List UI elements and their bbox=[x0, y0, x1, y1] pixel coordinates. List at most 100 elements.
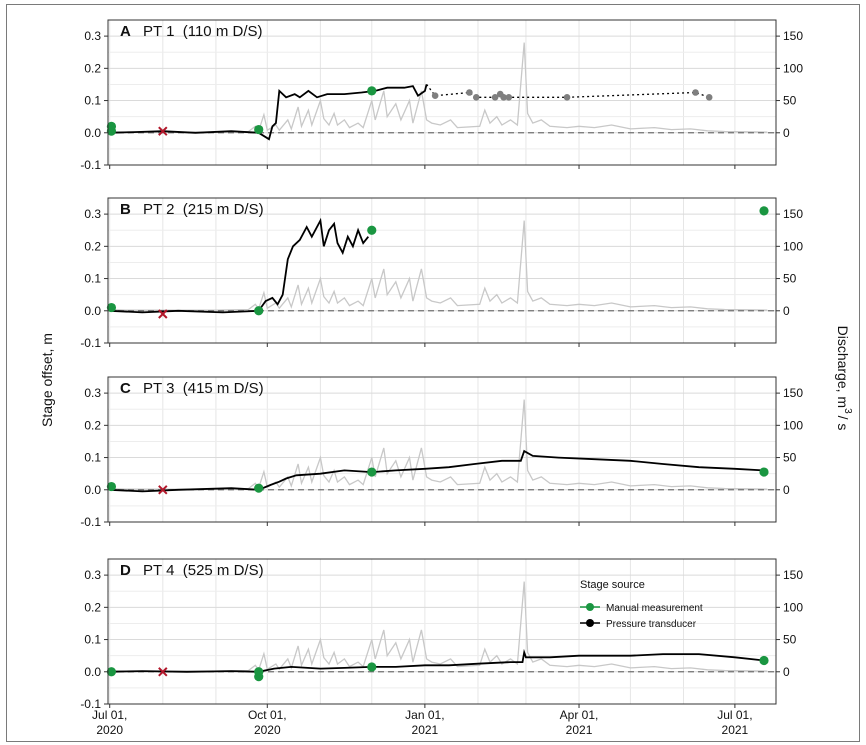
excluded-stroke bbox=[158, 309, 168, 319]
y-tick-label: 0.3 bbox=[84, 207, 101, 221]
x-tick-label-year: 2020 bbox=[254, 723, 281, 737]
y-tick-label: 0.0 bbox=[84, 483, 101, 497]
discharge-line bbox=[107, 220, 768, 311]
y2-tick-label: 50 bbox=[783, 633, 797, 647]
manual-measurement-point bbox=[367, 225, 377, 235]
manual-measurement-point bbox=[106, 667, 117, 677]
legend: Stage source Manual measurement Pressure t… bbox=[580, 579, 703, 630]
manual-measurement-point bbox=[759, 655, 769, 666]
plot-area bbox=[108, 559, 776, 704]
x-tick-label-year: 2020 bbox=[96, 723, 123, 737]
gap-point bbox=[431, 92, 439, 100]
excluded-marker bbox=[158, 485, 168, 495]
excluded-marker bbox=[158, 309, 168, 319]
y2-tick-label: 150 bbox=[783, 386, 803, 400]
y-tick-label: 0.2 bbox=[84, 600, 101, 614]
y2-tick-label: 0 bbox=[783, 304, 790, 318]
legend-label: Pressure transducer bbox=[606, 619, 697, 630]
y2-axis-title-sup: 3 bbox=[842, 408, 853, 414]
panel-letter: C bbox=[120, 380, 131, 397]
gap-point bbox=[472, 94, 480, 101]
x-tick-label: Oct 01, bbox=[248, 708, 287, 722]
excluded-marker bbox=[158, 126, 168, 136]
y-tick-label: 0.2 bbox=[84, 61, 101, 75]
plot-area bbox=[108, 377, 776, 522]
x-tick-label-year: 2021 bbox=[566, 723, 593, 737]
discharge-line bbox=[107, 42, 768, 133]
discharge-line bbox=[107, 399, 768, 490]
gap-point bbox=[705, 94, 713, 101]
manual-measurement-point bbox=[254, 483, 264, 493]
y-tick-label: 0.1 bbox=[84, 94, 101, 108]
manual-measurement-point bbox=[254, 124, 264, 135]
plot-border bbox=[107, 19, 777, 166]
y-tick-label: 0.0 bbox=[84, 126, 101, 140]
y-tick-label: 0.1 bbox=[84, 451, 101, 465]
x-tick-label: Jan 01, bbox=[405, 708, 444, 722]
y-tick-label: 0.3 bbox=[84, 568, 101, 582]
legend-swatch-point bbox=[586, 603, 594, 611]
panel-title: PT 4 (525 m D/S) bbox=[143, 562, 264, 579]
x-tick-label: Jul 01, bbox=[717, 708, 752, 722]
discharge-line bbox=[107, 581, 768, 672]
y2-tick-label: 100 bbox=[783, 600, 803, 614]
figure-frame bbox=[6, 4, 860, 742]
panel-a: 0.3 0.2 0.1 0.0 -0.1 150 100 50 0 A PT 1 (110 m D/… bbox=[80, 19, 803, 172]
plot-area bbox=[108, 198, 776, 343]
y-axis-title: Stage offset, m bbox=[39, 333, 55, 427]
plot-border bbox=[107, 197, 777, 344]
manual-measurement-point bbox=[759, 206, 769, 216]
y-tick-label: -0.1 bbox=[80, 158, 101, 172]
panel-b: 0.3 0.2 0.1 0.0 -0.1 150 100 50 0 B PT 2 (215 m D/… bbox=[80, 197, 803, 350]
panel-title: PT 1 (110 m D/S) bbox=[143, 23, 262, 40]
y-tick-label: -0.1 bbox=[80, 697, 101, 711]
y2-tick-label: 0 bbox=[783, 126, 790, 140]
panel-letter: B bbox=[120, 201, 131, 218]
panel-letter: A bbox=[120, 23, 131, 40]
y-tick-label: -0.1 bbox=[80, 336, 101, 350]
y-tick-label: 0.0 bbox=[84, 665, 101, 679]
y-tick-label: -0.1 bbox=[80, 515, 101, 529]
manual-measurement-point bbox=[367, 662, 377, 672]
y-tick-label: 0.0 bbox=[84, 304, 101, 318]
y2-axis-title-main: Discharge, m bbox=[835, 326, 851, 408]
y2-tick-label: 150 bbox=[783, 568, 803, 582]
legend-label: Manual measurement bbox=[606, 603, 703, 614]
x-tick-label: Jul 01, bbox=[92, 708, 127, 722]
manual-measurement-point bbox=[106, 302, 117, 313]
y-tick-label: 0.2 bbox=[84, 239, 101, 253]
manual-measurement-point bbox=[367, 467, 377, 477]
gap-point bbox=[505, 94, 513, 101]
excluded-stroke bbox=[158, 667, 168, 677]
y2-axis-title-unit: / s bbox=[835, 416, 851, 431]
y2-tick-label: 50 bbox=[783, 451, 797, 465]
manual-measurement-point bbox=[367, 86, 377, 96]
y2-tick-label: 100 bbox=[783, 239, 803, 253]
plot-area bbox=[108, 20, 776, 165]
manual-measurement-point bbox=[759, 467, 769, 477]
legend-title: Stage source bbox=[580, 579, 645, 591]
panel-letter: D bbox=[120, 562, 131, 579]
panel-c: 0.3 0.2 0.1 0.0 -0.1 150 100 50 0 C PT 3 (415 m D/… bbox=[80, 376, 803, 529]
manual-measurement-point bbox=[106, 126, 117, 136]
legend-swatch-point bbox=[586, 619, 594, 627]
gap-point bbox=[692, 89, 699, 96]
y2-tick-label: 0 bbox=[783, 483, 790, 497]
gap-point bbox=[491, 94, 499, 101]
x-tick-label-year: 2021 bbox=[412, 723, 439, 737]
panel-title: PT 2 (215 m D/S) bbox=[143, 201, 264, 218]
panel-title: PT 3 (415 m D/S) bbox=[143, 380, 264, 397]
y2-tick-label: 100 bbox=[783, 61, 803, 75]
y-tick-label: 0.1 bbox=[84, 272, 101, 286]
gap-point bbox=[563, 94, 571, 101]
panel-d: 0.3 0.2 0.1 0.0 -0.1 150 100 50 0 D PT 4 (525 m D/… bbox=[80, 558, 803, 711]
y-tick-label: 0.2 bbox=[84, 418, 101, 432]
y-tick-label: 0.3 bbox=[84, 29, 101, 43]
y2-tick-label: 150 bbox=[783, 29, 803, 43]
y2-tick-label: 50 bbox=[783, 272, 797, 286]
y2-axis-title: Discharge, m3 / s bbox=[835, 326, 853, 431]
plot-border bbox=[107, 376, 777, 523]
y-tick-label: 0.1 bbox=[84, 633, 101, 647]
gap-point bbox=[500, 94, 507, 101]
